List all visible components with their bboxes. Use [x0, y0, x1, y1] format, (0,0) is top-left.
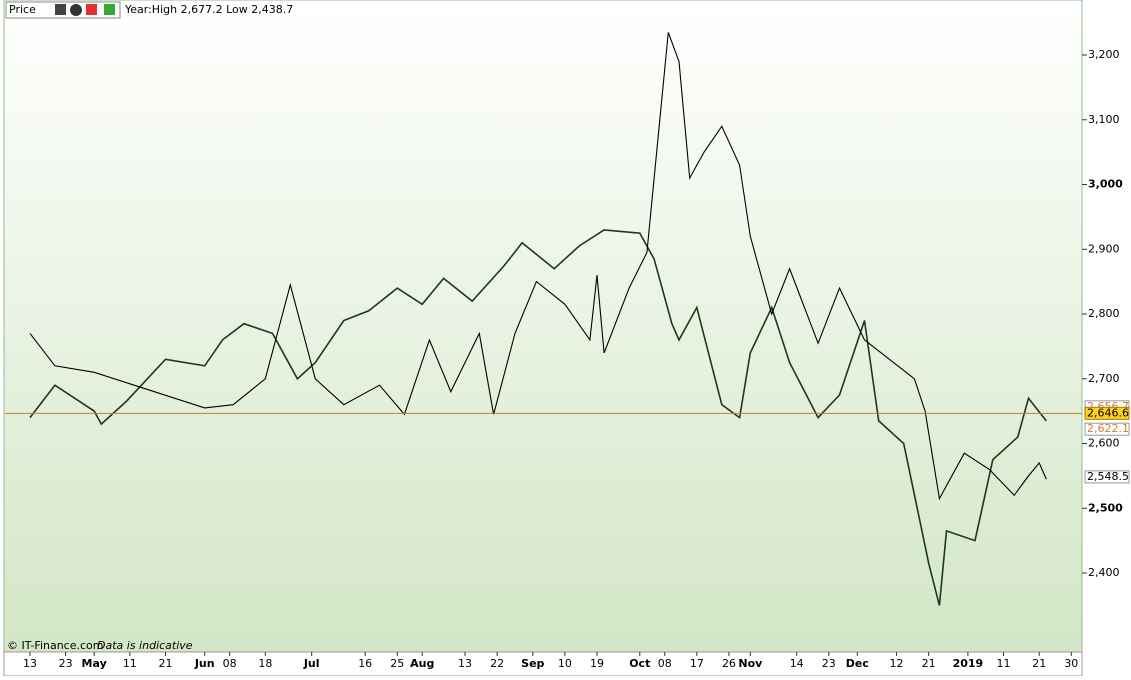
price-tag	[1084, 422, 1130, 436]
price-tag-label: 2,622.1	[1087, 422, 1129, 435]
price-tag-label: 2,548.5	[1087, 470, 1129, 483]
y-tick-label: 3,100	[1088, 113, 1120, 126]
icon[interactable]	[55, 4, 66, 15]
x-tick-label: 18	[258, 657, 272, 670]
range-text: Year:High 2,677.2 Low 2,438.7	[124, 3, 293, 16]
x-tick-label: 23	[822, 657, 836, 670]
source: © IT-Finance.com	[7, 639, 104, 652]
x-tick-label: 16	[358, 657, 372, 670]
note: Data is indicative	[97, 639, 193, 652]
x-tick-label: Jul	[303, 657, 320, 670]
price-line	[29, 229, 1047, 606]
y-tick-label: 2,500	[1088, 501, 1123, 514]
y-tick-label: 2,800	[1088, 307, 1120, 320]
x-tick-label: Jun	[194, 657, 215, 670]
x-tick-label: 14	[790, 657, 804, 670]
x-tick-label: 2019	[953, 657, 984, 670]
x-tick-label: 25	[390, 657, 404, 670]
x-tick-label: 17	[690, 657, 704, 670]
y-tick-label: 2,400	[1088, 566, 1120, 579]
x-tick-label: 22	[490, 657, 504, 670]
x-tick-label: 08	[658, 657, 672, 670]
x-tick-label: 30	[1064, 657, 1078, 670]
y-tick-label: 3,200	[1088, 48, 1120, 61]
icon[interactable]	[104, 4, 115, 15]
x-tick-label: 13	[458, 657, 472, 670]
y-tick-label: 3,000	[1088, 178, 1123, 191]
x-tick-label: 23	[59, 657, 73, 670]
x-tick-label: 10	[558, 657, 572, 670]
icon[interactable]	[70, 4, 82, 16]
y-tick-label: 2,700	[1088, 372, 1120, 385]
panel-name: Price	[9, 3, 36, 16]
x-tick-label: 08	[223, 657, 237, 670]
x-tick-label: Oct	[629, 657, 650, 670]
x-tick-label: 11	[123, 657, 137, 670]
x-tick-label: 13	[23, 657, 37, 670]
x-tick-label: 21	[158, 657, 172, 670]
x-tick-label: 21	[1032, 657, 1046, 670]
plot-area	[3, 0, 1083, 653]
x-tick-label: Sep	[521, 657, 544, 670]
x-tick-label: 26	[722, 657, 736, 670]
x-tick-label: 11	[997, 657, 1011, 670]
x-tick-label: Dec	[846, 657, 869, 670]
price-line	[29, 32, 1047, 501]
y-tick-label: 2,600	[1088, 437, 1120, 450]
x-tick-label: Aug	[410, 657, 434, 670]
x-tick-label: 12	[890, 657, 904, 670]
price-tag	[1084, 470, 1130, 484]
price-tag	[1084, 406, 1130, 420]
icon[interactable]	[86, 4, 97, 15]
x-tick-label: 19	[590, 657, 604, 670]
x-tick-label: Nov	[738, 657, 763, 670]
x-axis	[3, 651, 1083, 677]
x-tick-label: May	[82, 657, 107, 670]
x-tick-label: 21	[922, 657, 936, 670]
y-tick-label: 2,900	[1088, 242, 1120, 255]
price-tag-label: 2,646.6	[1087, 406, 1129, 419]
